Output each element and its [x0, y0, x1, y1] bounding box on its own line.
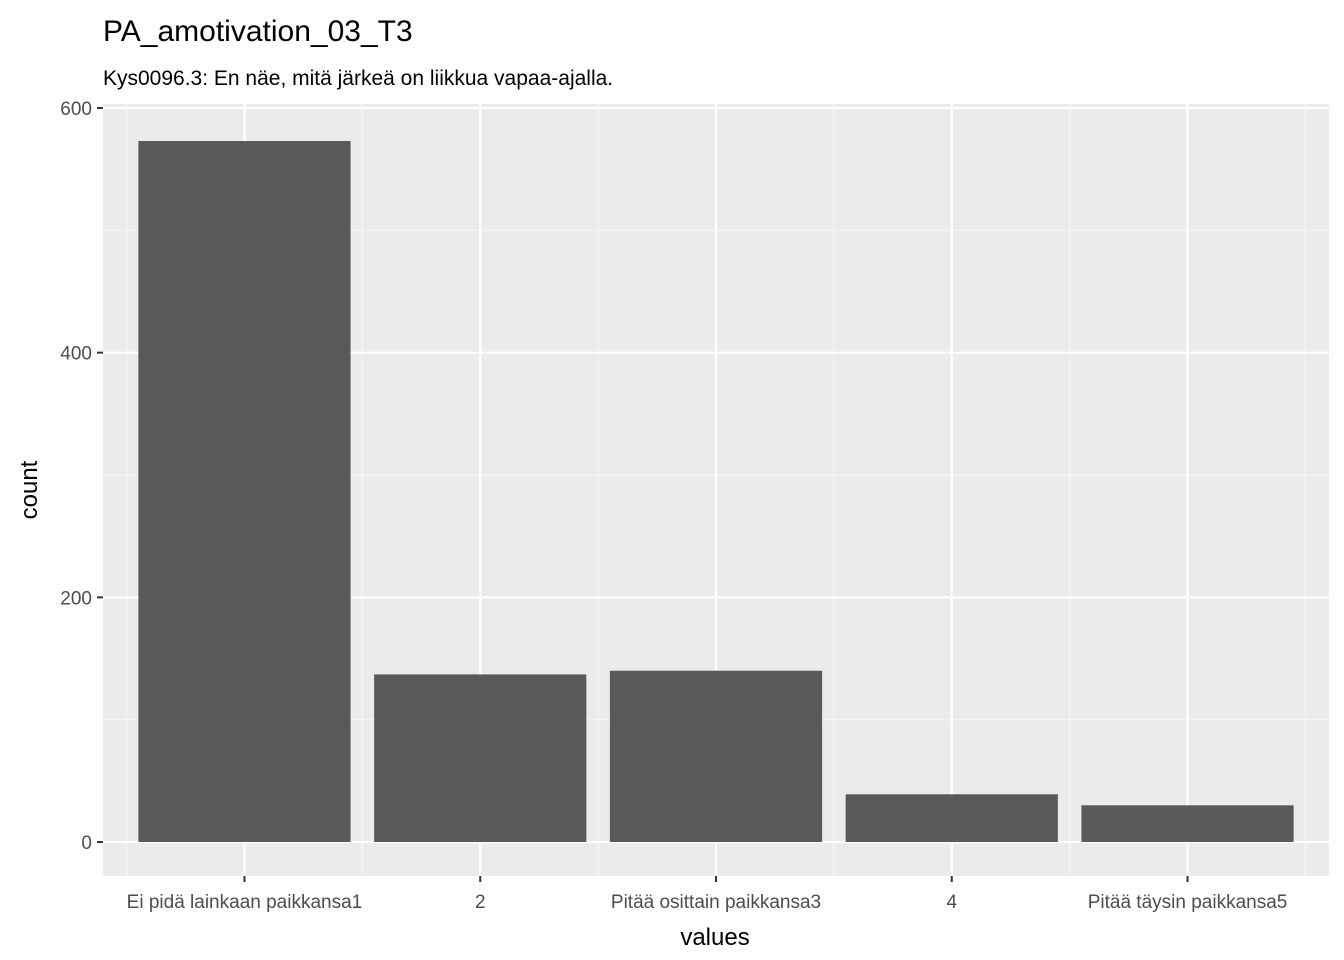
chart-subtitle: Kys0096.3: En näe, mitä järkeä on liikku… [103, 67, 613, 90]
x-tick-label: Pitää täysin paikkansa5 [1088, 892, 1288, 913]
x-axis: Ei pidä lainkaan paikkansa1 2 Pitää ositta… [127, 876, 1288, 913]
x-tick-label: 2 [475, 892, 486, 913]
bar [609, 670, 823, 842]
x-tick-label: Ei pidä lainkaan paikkansa1 [127, 892, 363, 913]
y-tick-label: 400 [60, 344, 92, 365]
x-tick-label: 4 [946, 892, 957, 913]
bar [138, 141, 351, 842]
y-tick-label: 600 [60, 99, 92, 120]
y-axis-title: count [16, 460, 43, 519]
y-tick-label: 0 [81, 833, 92, 854]
bar [374, 674, 587, 842]
x-tick-label: Pitää osittain paikkansa3 [611, 892, 821, 913]
chart-title: PA_amotivation_03_T3 [103, 15, 413, 48]
y-axis: 0 200 400 600 [60, 99, 103, 854]
y-tick-label: 200 [60, 588, 92, 609]
bars-group [138, 141, 1294, 842]
x-axis-title: values [680, 924, 749, 951]
bar [1081, 805, 1294, 842]
bar [845, 794, 1058, 842]
